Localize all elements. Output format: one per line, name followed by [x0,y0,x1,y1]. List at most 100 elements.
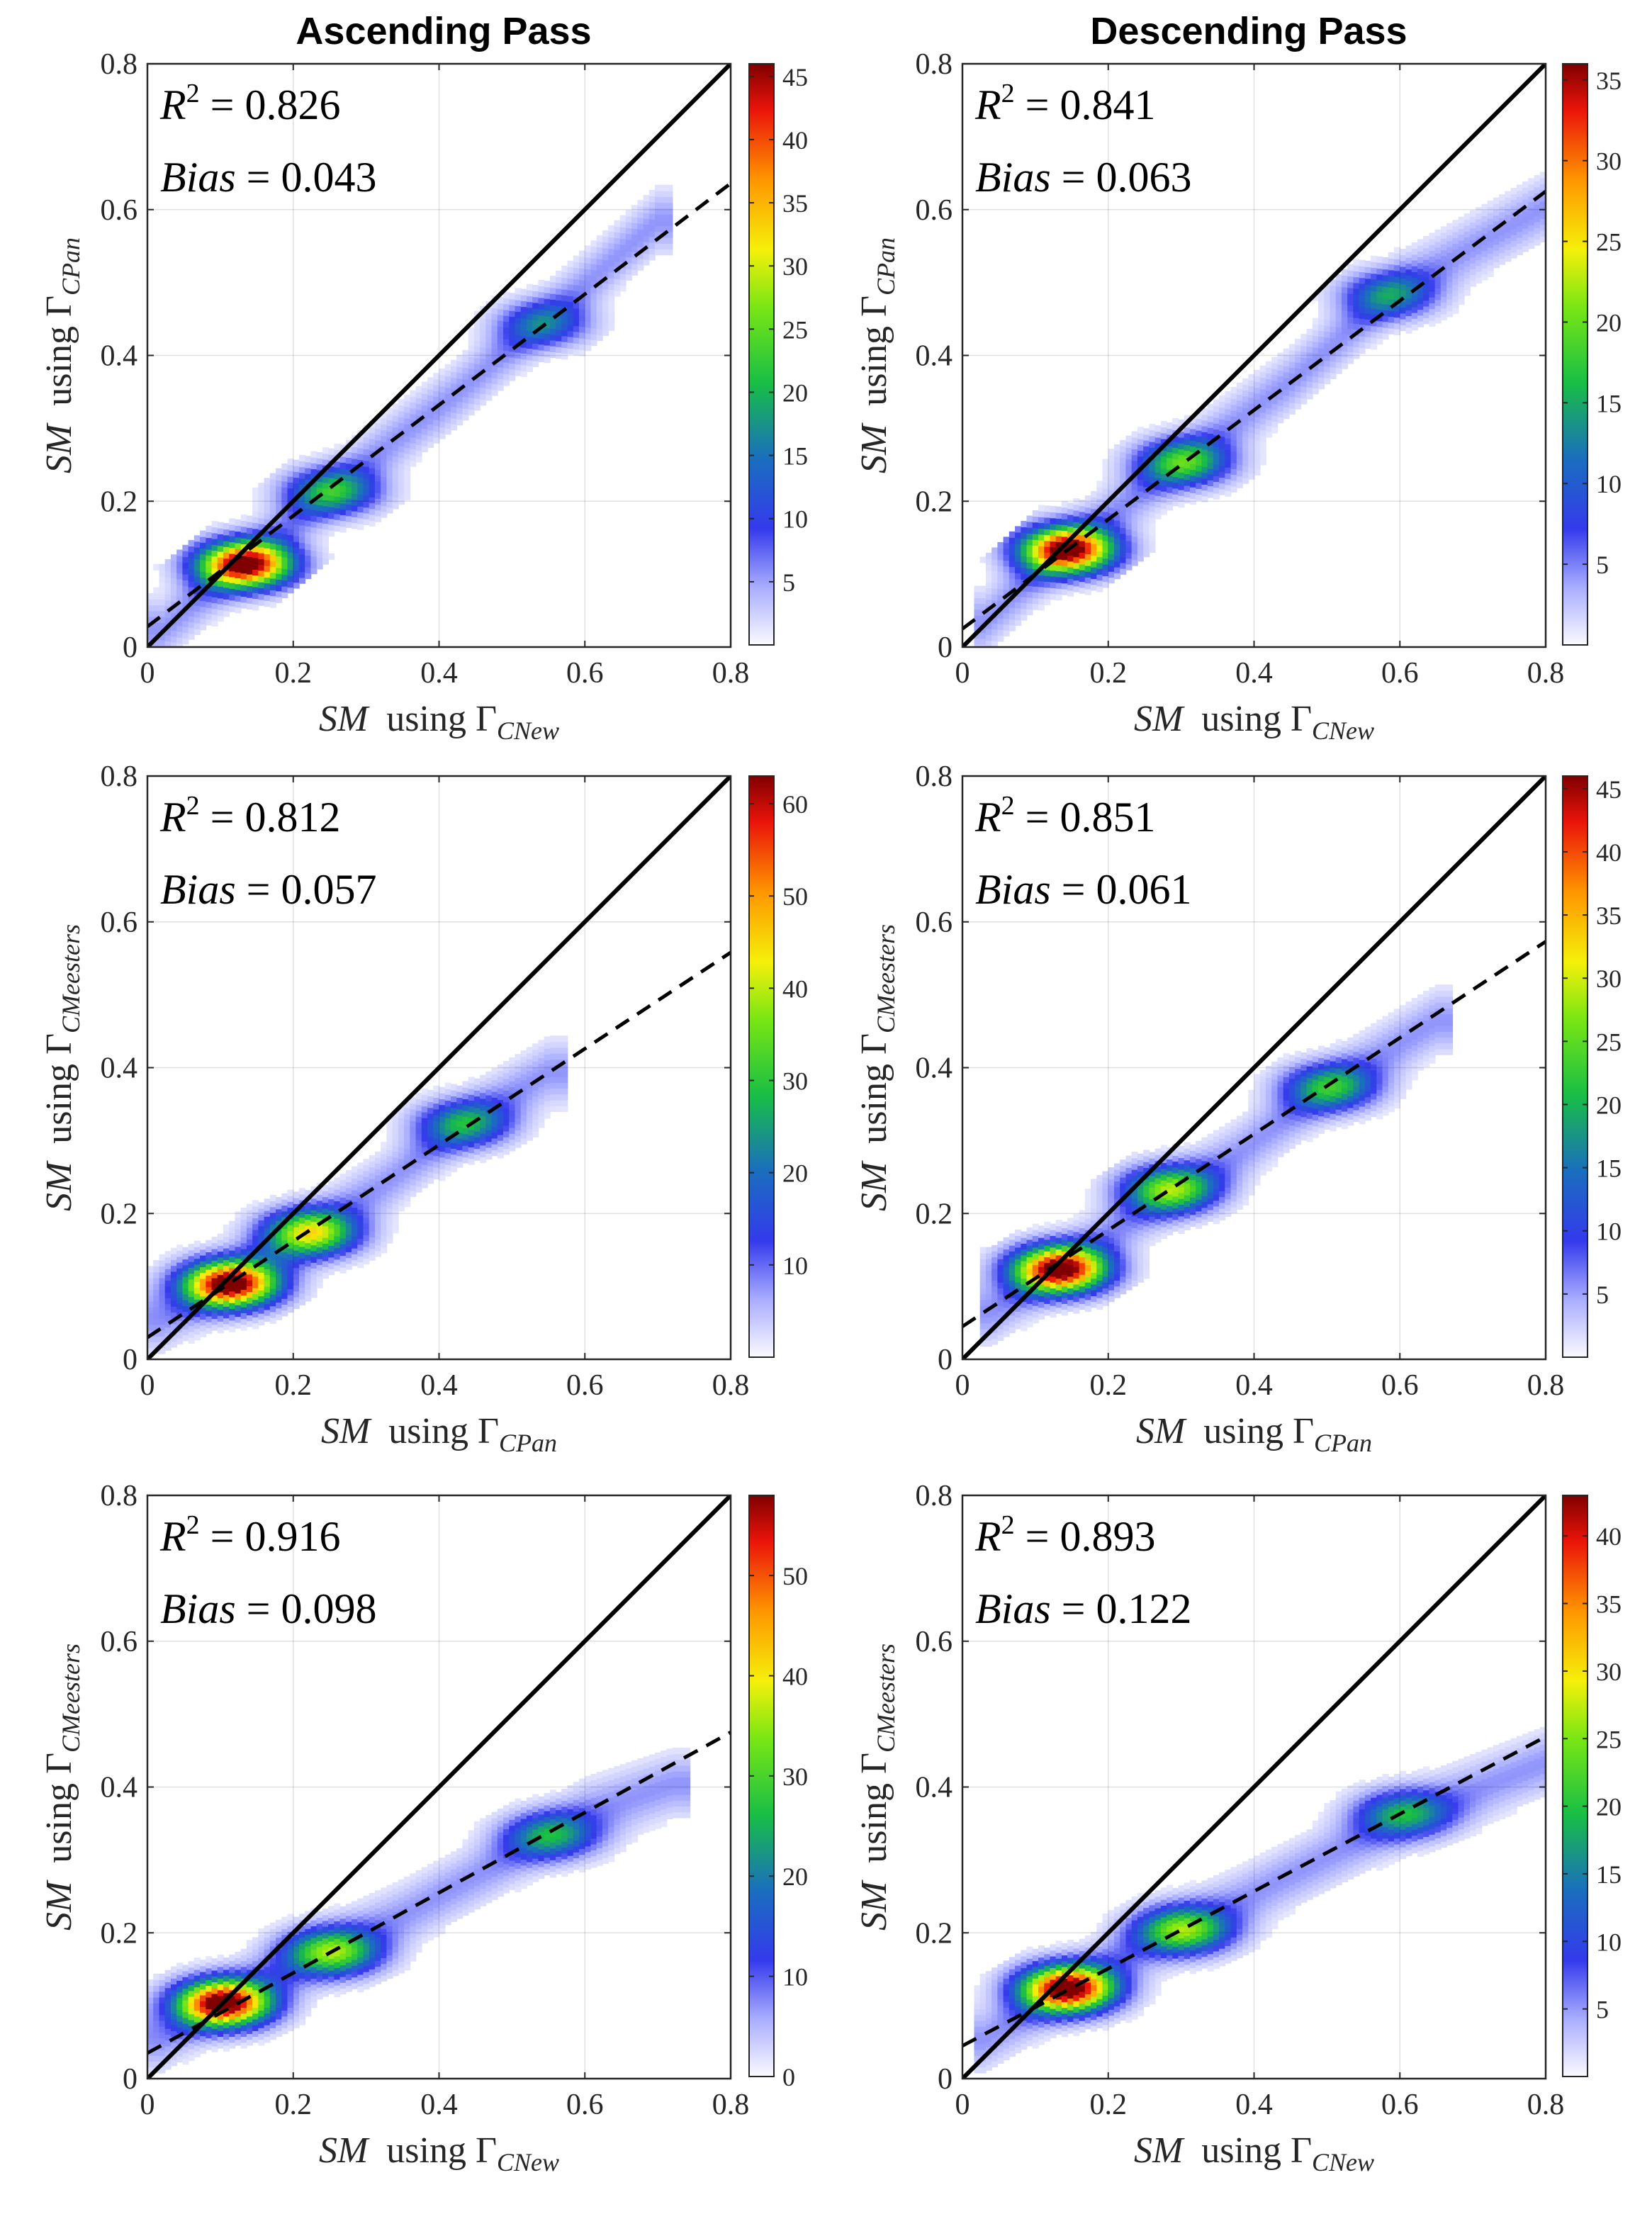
y-tick-label: 0.4 [101,1772,138,1804]
bias-annotation: Bias = 0.043 [160,154,377,201]
y-tick-label: 0.6 [916,906,953,939]
y-tick-label: 0 [938,631,953,664]
colorbar-tick-label: 25 [1596,1028,1622,1056]
colorbar-tick-label: 35 [1596,1590,1622,1619]
x-axis-label: SM using ΓCNew [319,699,559,745]
bias-annotation: Bias = 0.061 [975,866,1192,913]
colorbar-tick-label: 20 [1596,308,1622,337]
colorbar: 5 10 15 20 25 30 35 40 45 [1562,775,1622,1358]
y-tick-label: 0.2 [101,1198,138,1230]
y-tick-label: 0.6 [916,1626,953,1658]
y-tick-label: 0 [938,1344,953,1376]
r-squared-annotation: R2 = 0.841 [974,79,1156,128]
colorbar-tick-label: 40 [1596,838,1622,867]
y-axis-label: SM using ΓCMeesters [39,1643,85,1931]
colorbar-tick-label: 10 [1596,1928,1622,1956]
colorbar: 10 20 30 40 50 60 [748,775,808,1358]
colorbar-tick-label: 30 [782,1763,808,1791]
x-tick-label: 0 [955,2089,970,2121]
chart-panel-top-left: 0 0.2 0.4 0.6 0.8 0 0.2 0.4 0.6 0.8 SM using ΓCNew… [39,48,808,745]
colorbar-tick-label: 10 [1596,470,1622,498]
column-title-ascending: Ascending Pass [296,10,591,52]
x-tick-label: 0.4 [1235,1369,1273,1402]
y-tick-label: 0.8 [101,48,138,81]
y-axis-label: SM using ΓCMeesters [39,924,85,1211]
density-field [147,1747,691,2074]
x-tick-label: 0.6 [1381,657,1419,690]
y-tick-label: 0.6 [101,1626,138,1658]
y-tick-label: 0.6 [101,906,138,939]
y-tick-label: 0.4 [916,340,953,373]
colorbar-tick-label: 30 [782,252,808,281]
fit-line [962,940,1546,1328]
y-tick-label: 0 [123,2063,137,2096]
y-tick-label: 0.2 [916,1917,953,1950]
colorbar-tick-label: 10 [782,1963,808,1991]
x-tick-label: 0.6 [566,2089,604,2121]
x-tick-label: 0 [955,1369,970,1402]
x-tick-label: 0.2 [275,2089,313,2121]
r-squared-annotation: R2 = 0.916 [159,1510,341,1560]
colorbar-tick-label: 30 [1596,147,1622,176]
x-axis-label: SM using ΓCPan [321,1411,557,1457]
y-tick-label: 0.8 [916,1480,953,1512]
colorbar-tick-label: 20 [782,378,808,407]
colorbar-tick-label: 5 [1596,551,1609,579]
x-tick-label: 0.8 [1527,657,1565,690]
x-tick-label: 0.8 [712,1369,750,1402]
grid-lines [962,776,1546,1359]
x-tick-label: 0.8 [1527,1369,1565,1402]
colorbar-tick-label: 20 [782,1159,808,1188]
fit-line [147,181,731,629]
colorbar-tick-label: 35 [1596,901,1622,930]
r-squared-annotation: R2 = 0.812 [159,791,341,841]
y-tick-label: 0.8 [916,760,953,793]
colorbar-tick-label: 15 [1596,1860,1622,1889]
x-tick-label: 0 [955,657,970,690]
colorbar-tick-label: 40 [782,974,808,1003]
colorbar: 5 10 15 20 25 30 35 40 45 [748,63,808,646]
y-axis-label: SM using ΓCPan [39,237,85,473]
colorbar-tick-label: 45 [782,63,808,91]
r-squared-annotation: R2 = 0.893 [974,1510,1156,1560]
y-tick-label: 0.2 [101,485,138,518]
colorbar-tick-label: 30 [782,1067,808,1096]
colorbar-tick-label: 40 [782,1662,808,1690]
y-tick-label: 0 [123,1344,137,1376]
bias-annotation: Bias = 0.063 [975,154,1192,201]
one-to-one-line [147,64,731,647]
y-tick-label: 0.4 [916,1052,953,1085]
x-tick-label: 0.2 [1090,657,1128,690]
x-tick-label: 0 [140,2089,155,2121]
x-axis-label: SM using ΓCPan [1136,1411,1372,1457]
y-tick-label: 0.6 [916,194,953,227]
colorbar: 5 10 15 20 25 30 35 [1562,63,1622,646]
colorbar-tick-label: 10 [782,505,808,534]
colorbar-tick-label: 10 [1596,1218,1622,1246]
x-tick-label: 0.4 [420,657,458,690]
colorbar: 0 10 20 30 40 50 [748,1495,808,2091]
colorbar-tick-label: 60 [782,790,808,819]
chart-panel-top-right: 0 0.2 0.4 0.6 0.8 0 0.2 0.4 0.6 0.8 SM using ΓCNew… [854,48,1622,745]
colorbar-tick-label: 5 [1596,1281,1609,1309]
colorbar-tick-label: 25 [1596,1725,1622,1753]
colorbar-tick-label: 20 [1596,1793,1622,1821]
one-to-one-line [962,1495,1546,2079]
colorbar-tick-label: 30 [1596,965,1622,993]
colorbar-tick-label: 5 [782,568,795,597]
colorbar-tick-label: 30 [1596,1658,1622,1686]
colorbar-tick-label: 15 [1596,1154,1622,1183]
fit-line [147,1731,731,2055]
colorbar-tick-label: 45 [1596,775,1622,804]
y-axis-label: SM using ΓCMeesters [854,924,900,1211]
y-tick-label: 0 [123,631,137,664]
x-tick-label: 0.4 [420,1369,458,1402]
colorbar-tick-label: 15 [782,442,808,471]
y-tick-label: 0.8 [916,48,953,81]
y-tick-label: 0 [938,2063,953,2096]
column-title-descending: Descending Pass [1090,10,1407,52]
x-tick-label: 0.2 [275,1369,313,1402]
x-tick-label: 0.8 [712,2089,750,2121]
y-tick-label: 0.2 [916,485,953,518]
colorbar-tick-label: 50 [782,882,808,911]
